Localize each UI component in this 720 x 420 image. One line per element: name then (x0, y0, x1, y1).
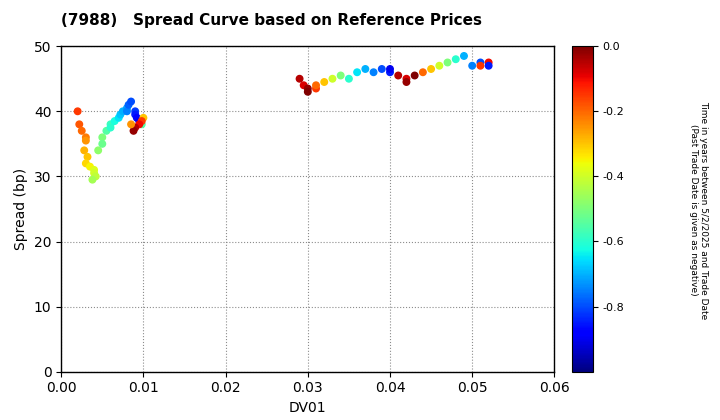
Point (318, 79, 330, 85)
Point (136, 121, 148, 128)
Point (351, 69, 363, 76)
Point (89, 170, 100, 176)
Point (82, 153, 94, 160)
Point (131, 114, 143, 121)
Point (392, 72, 404, 79)
Point (483, 62, 495, 69)
X-axis label: DV01: DV01 (289, 401, 327, 415)
Point (121, 105, 132, 111)
Point (121, 108, 132, 115)
Point (138, 114, 149, 121)
Point (442, 59, 454, 66)
Point (133, 121, 145, 128)
Point (384, 66, 396, 72)
Point (109, 118, 120, 124)
Point (80, 160, 91, 167)
Point (72, 108, 84, 115)
Point (136, 118, 148, 124)
Point (467, 62, 478, 69)
Point (400, 79, 412, 85)
Point (359, 66, 371, 72)
Point (343, 75, 355, 82)
Point (400, 75, 412, 82)
Point (130, 108, 141, 115)
Point (113, 114, 125, 121)
Point (376, 66, 387, 72)
Point (78, 147, 90, 154)
Point (302, 88, 314, 95)
Point (96, 140, 108, 147)
Point (474, 59, 486, 66)
Text: Time in years between 5/2/2025 and Trade Date
(Past Trade Date is given as negat: Time in years between 5/2/2025 and Trade… (689, 101, 708, 319)
Point (130, 111, 141, 118)
Point (384, 69, 396, 76)
Text: (7988)   Spread Curve based on Reference Prices: (7988) Spread Curve based on Reference P… (61, 13, 482, 28)
Point (310, 85, 322, 92)
Point (409, 72, 420, 79)
Point (90, 173, 102, 180)
Point (89, 166, 100, 173)
Point (310, 82, 322, 89)
Point (450, 56, 462, 63)
Point (117, 108, 129, 115)
Point (114, 111, 126, 118)
Point (133, 118, 145, 124)
Point (105, 121, 117, 128)
Point (130, 124, 141, 131)
Point (417, 69, 428, 76)
Point (80, 137, 91, 144)
Point (125, 121, 137, 128)
Point (96, 134, 108, 141)
Point (474, 62, 486, 69)
Point (298, 82, 310, 89)
Point (123, 101, 135, 108)
Point (368, 69, 379, 76)
Point (294, 75, 305, 82)
Point (327, 75, 338, 82)
Point (92, 147, 104, 154)
Y-axis label: Spread (bp): Spread (bp) (14, 168, 28, 250)
Point (483, 59, 495, 66)
Point (73, 121, 85, 128)
Point (302, 85, 314, 92)
Point (127, 127, 139, 134)
Point (433, 62, 445, 69)
Point (335, 72, 346, 79)
Point (105, 124, 117, 131)
Point (80, 134, 91, 141)
Point (101, 127, 112, 134)
Point (426, 66, 437, 72)
Point (86, 176, 98, 183)
Point (458, 52, 469, 59)
Point (76, 127, 88, 134)
Point (84, 163, 96, 170)
Point (125, 98, 137, 105)
